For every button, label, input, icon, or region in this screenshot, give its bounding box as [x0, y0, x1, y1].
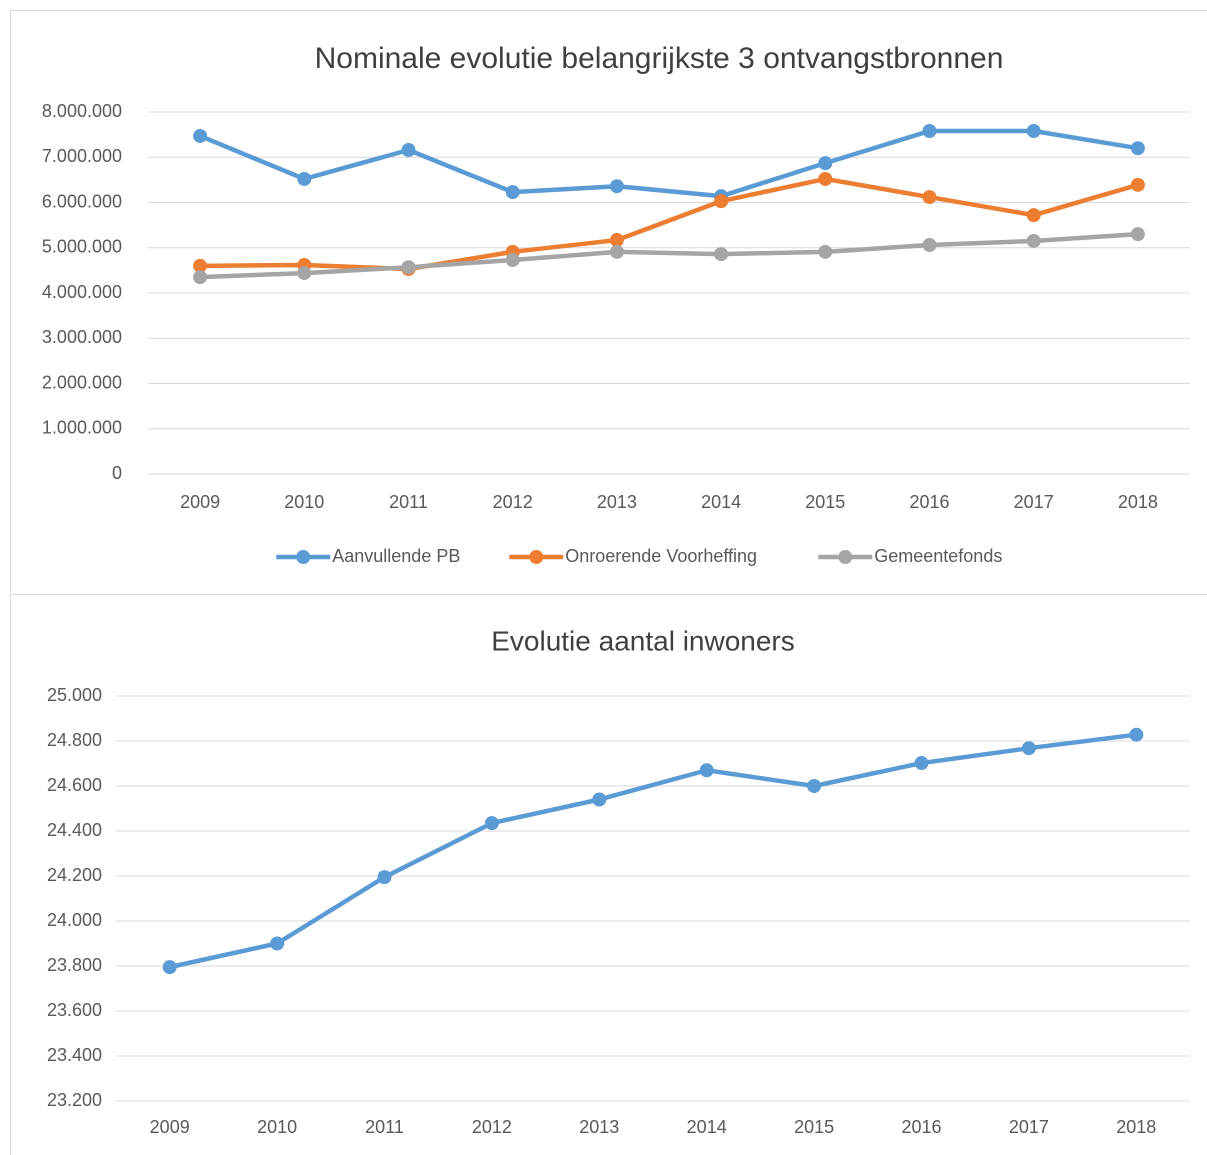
data-point: [807, 779, 822, 793]
data-point: [1021, 741, 1036, 756]
y-tick-label: 2.000.000: [42, 372, 122, 392]
data-point: [818, 171, 833, 186]
data-point: [592, 792, 607, 807]
data-point: [714, 247, 729, 262]
y-tick-label: 24.600: [47, 775, 102, 795]
line-series: [169, 732, 1137, 970]
y-tick-label: 24.400: [47, 820, 102, 840]
y-tick-label: 6.000.000: [42, 191, 122, 211]
x-tick-label: 2013: [597, 492, 637, 512]
x-tick-label: 2014: [687, 1117, 727, 1137]
y-tick-label: 0: [112, 463, 122, 483]
x-tick-label: 2009: [180, 492, 220, 512]
y-tick-label: 24.000: [47, 910, 102, 930]
data-point: [922, 190, 937, 205]
data-point: [609, 233, 624, 248]
data-point: [1026, 208, 1041, 223]
data-point: [484, 816, 499, 831]
line-series: [199, 128, 1139, 199]
y-tick-label: 23.800: [47, 955, 102, 975]
x-tick-label: 2010: [257, 1117, 297, 1137]
legend-marker: [529, 550, 544, 564]
data-point: [914, 756, 929, 771]
data-point: [1129, 727, 1144, 742]
data-point: [505, 252, 520, 267]
legend-label: Gemeentefonds: [874, 546, 1002, 566]
data-point: [714, 194, 729, 209]
data-point: [270, 936, 285, 951]
x-tick-label: 2012: [493, 492, 533, 512]
x-tick-label: 2011: [365, 1117, 404, 1137]
y-tick-label: 25.000: [47, 685, 102, 705]
data-point: [922, 238, 937, 253]
x-tick-label: 2018: [1116, 1117, 1156, 1137]
data-point: [922, 124, 937, 139]
y-tick-label: 23.400: [47, 1045, 102, 1065]
legend-marker: [838, 550, 853, 564]
data-point: [162, 960, 177, 975]
line-series: [200, 176, 1139, 272]
y-tick-label: 7.000.000: [42, 146, 122, 166]
legend-marker: [296, 550, 311, 564]
data-point: [699, 763, 714, 778]
data-point: [1130, 227, 1145, 242]
chart-title: Nominale evolutie belangrijkste 3 ontvan…: [315, 42, 1004, 75]
x-tick-label: 2011: [389, 492, 428, 512]
y-tick-label: 24.800: [47, 730, 102, 750]
data-point: [1130, 141, 1145, 156]
line-series: [200, 231, 1139, 280]
x-tick-label: 2016: [901, 1117, 941, 1137]
x-tick-label: 2014: [701, 492, 741, 512]
data-point: [193, 258, 208, 273]
y-tick-label: 4.000.000: [42, 282, 122, 302]
chart-title: Evolutie aantal inwoners: [491, 625, 795, 656]
data-point: [1026, 233, 1041, 248]
x-tick-label: 2009: [150, 1117, 190, 1137]
x-tick-label: 2018: [1118, 492, 1158, 512]
data-point: [401, 143, 416, 158]
data-point: [818, 156, 833, 171]
data-point: [609, 179, 624, 194]
y-tick-label: 24.200: [47, 865, 102, 885]
x-tick-label: 2017: [1009, 1117, 1049, 1137]
x-tick-label: 2017: [1014, 492, 1054, 512]
y-tick-label: 5.000.000: [42, 237, 122, 257]
data-point: [297, 266, 312, 281]
data-point: [401, 260, 416, 275]
chart-frame: [10, 594, 1207, 1155]
y-tick-label: 23.200: [47, 1090, 102, 1110]
data-point: [818, 244, 833, 259]
y-tick-label: 23.600: [47, 1000, 102, 1020]
data-point: [609, 244, 624, 259]
data-point: [1130, 177, 1145, 192]
y-tick-label: 8.000.000: [42, 101, 122, 121]
y-tick-label: 1.000.000: [42, 418, 122, 438]
x-tick-label: 2010: [284, 492, 324, 512]
x-tick-label: 2016: [909, 492, 949, 512]
data-point: [297, 171, 312, 186]
x-tick-label: 2015: [805, 492, 845, 512]
x-tick-label: 2015: [794, 1117, 834, 1137]
data-point: [193, 128, 208, 143]
x-tick-label: 2012: [472, 1117, 512, 1137]
data-point: [377, 870, 392, 885]
legend-label: Onroerende Voorheffing: [565, 546, 757, 566]
data-point: [1026, 124, 1041, 139]
data-point: [505, 185, 520, 200]
legend-label: Aanvullende PB: [332, 546, 460, 566]
y-tick-label: 3.000.000: [42, 327, 122, 347]
data-point: [193, 270, 208, 285]
x-tick-label: 2013: [579, 1117, 619, 1137]
